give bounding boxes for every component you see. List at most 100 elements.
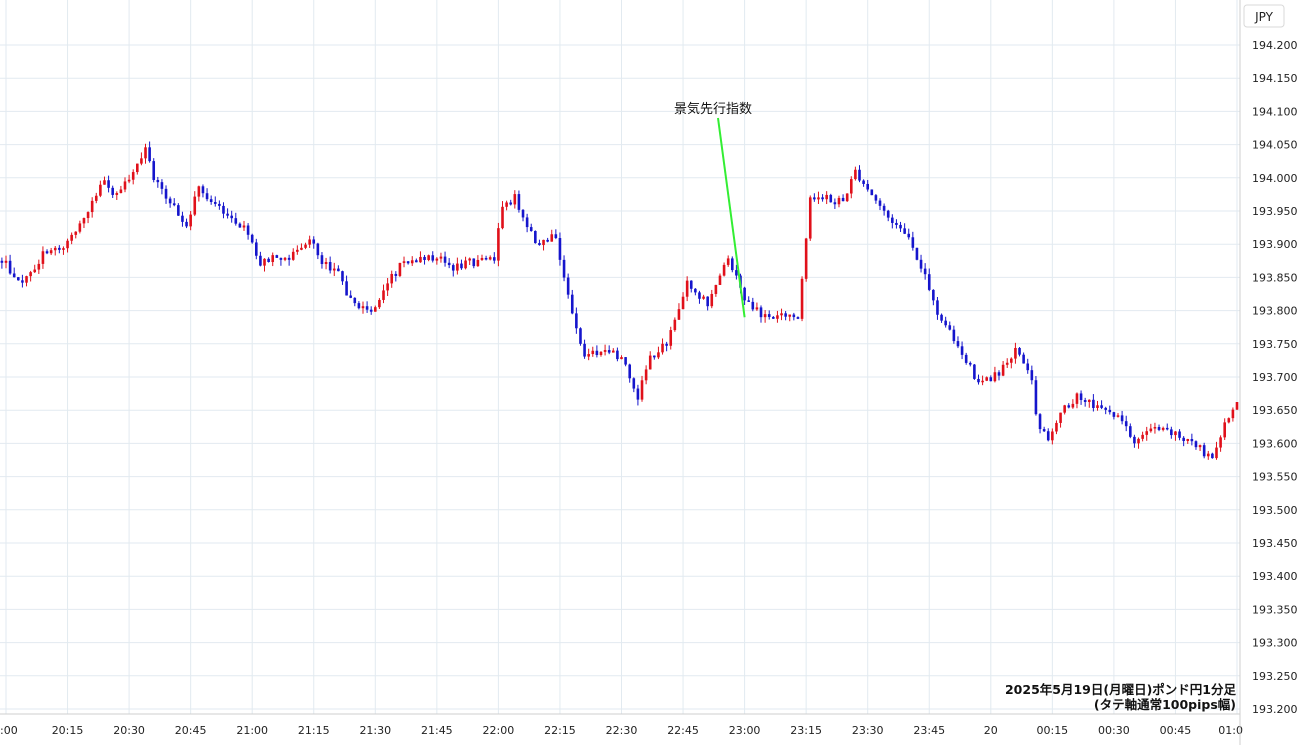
candle-body	[279, 257, 283, 260]
chart-caption: 2025年5月19日(月曜日)ポンド円1分足 (タテ軸通常100pips幅)	[1005, 682, 1237, 712]
candle-body	[616, 350, 619, 360]
candle-body	[431, 255, 435, 261]
candle-body	[271, 255, 275, 263]
candle-body	[829, 194, 833, 203]
candle-layer	[0, 141, 1239, 460]
candle-body	[870, 189, 874, 196]
candle-body	[402, 261, 406, 263]
candle-body	[435, 258, 439, 261]
candle-body	[833, 202, 837, 205]
candle-body	[267, 258, 270, 263]
candle-body	[981, 380, 984, 383]
candle-body	[960, 346, 964, 355]
candle-body	[657, 352, 660, 358]
candle-body	[86, 212, 90, 219]
candle-body	[308, 239, 311, 245]
candle-body	[296, 249, 299, 252]
y-tick-label: 194.000	[1252, 172, 1298, 185]
candle-body	[607, 350, 611, 353]
candle-body	[977, 378, 980, 383]
candle-body	[70, 234, 73, 241]
candle-body	[550, 234, 554, 242]
candle-body	[74, 231, 78, 235]
candle-body	[181, 215, 184, 222]
candle-body	[706, 296, 709, 307]
candle-body	[989, 377, 993, 382]
candle-body	[599, 351, 603, 356]
candle-body	[611, 350, 615, 353]
candle-body	[1133, 436, 1136, 444]
candle-body	[480, 257, 484, 260]
candle-body	[669, 330, 673, 346]
candle-body	[259, 255, 262, 266]
candle-body	[648, 355, 652, 370]
candle-body	[218, 203, 221, 206]
candle-body	[882, 205, 886, 211]
candle-body	[78, 223, 82, 232]
candle-body	[1018, 347, 1021, 355]
candle-body	[324, 262, 328, 265]
x-tick-label: 21:30	[359, 724, 391, 737]
candle-body	[427, 255, 430, 260]
candle-body	[755, 307, 759, 310]
candle-body	[628, 364, 632, 379]
candle-body	[632, 378, 636, 389]
candle-body	[767, 314, 771, 317]
candle-body	[287, 257, 291, 260]
candle-body	[923, 268, 927, 275]
candle-body	[997, 372, 1001, 376]
x-tick-label: 21:15	[298, 724, 330, 737]
candle-body	[554, 234, 558, 239]
candle-body	[152, 161, 156, 180]
candle-body	[185, 221, 188, 227]
candle-body	[127, 179, 131, 182]
candle-body	[189, 214, 192, 227]
x-tick-label: :00	[0, 724, 18, 737]
candle-body	[1067, 405, 1071, 408]
candle-body	[1149, 428, 1153, 432]
y-tick-label: 193.400	[1252, 570, 1298, 583]
y-tick-label: 193.900	[1252, 238, 1298, 251]
x-tick-label: 23:00	[729, 724, 761, 737]
candle-body	[1231, 409, 1235, 419]
currency-badge: JPY	[1243, 4, 1285, 28]
candle-body	[685, 280, 689, 297]
candle-body	[1124, 421, 1128, 427]
candle-body	[501, 206, 504, 229]
candle-body	[932, 289, 935, 301]
candle-body	[66, 240, 69, 249]
candle-body	[792, 314, 796, 318]
y-tick-label: 193.850	[1252, 271, 1298, 284]
candle-body	[759, 307, 763, 318]
candle-body	[587, 354, 590, 357]
candle-body	[800, 278, 804, 319]
candle-body	[1211, 453, 1214, 459]
candle-body	[624, 357, 627, 365]
candle-body	[1051, 431, 1054, 441]
candle-body	[726, 258, 730, 265]
candle-body	[119, 189, 123, 194]
candle-body	[45, 251, 49, 254]
candle-body	[443, 256, 447, 263]
x-tick-label: 00:15	[1036, 724, 1068, 737]
candle-body	[197, 186, 201, 197]
candle-body	[825, 194, 828, 200]
candle-body	[788, 314, 792, 317]
candle-body	[140, 158, 143, 164]
candle-body	[681, 296, 685, 310]
y-tick-label: 193.500	[1252, 504, 1298, 517]
candle-body	[1030, 370, 1034, 381]
candle-body	[230, 215, 233, 219]
y-tick-label: 193.600	[1252, 437, 1298, 450]
candle-body	[1215, 447, 1218, 459]
candle-body	[940, 314, 943, 321]
y-tick-label: 193.750	[1252, 338, 1298, 351]
candle-body	[1092, 399, 1095, 408]
candle-body	[123, 181, 127, 190]
candle-body	[677, 309, 681, 320]
candle-body	[808, 197, 812, 239]
candle-body	[136, 163, 139, 173]
candle-body	[1087, 399, 1091, 403]
candle-body	[242, 225, 246, 228]
